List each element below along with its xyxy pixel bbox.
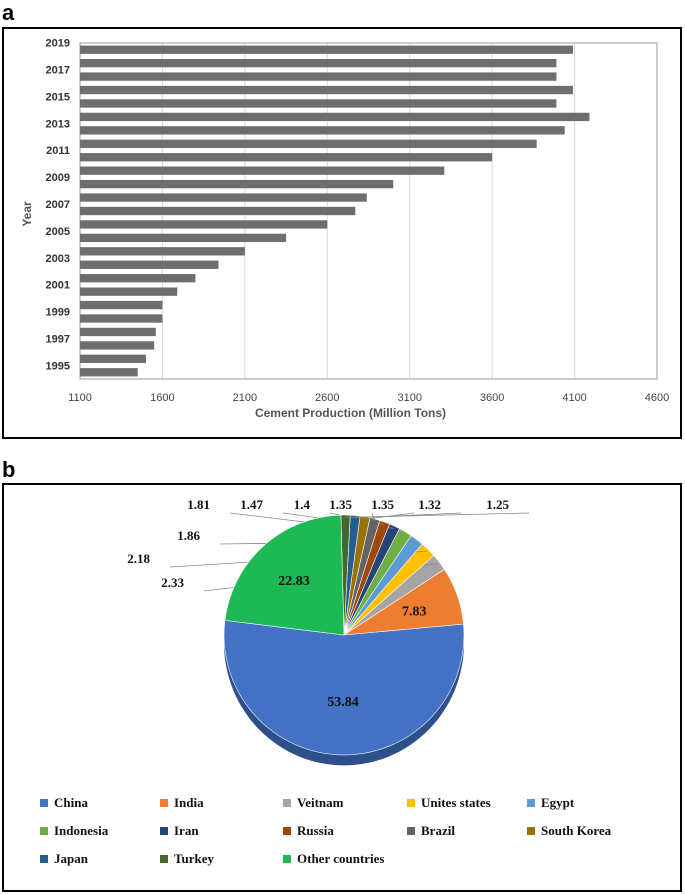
bar-2013: [80, 126, 565, 135]
bar-2017: [80, 72, 557, 81]
bar-2007: [80, 206, 356, 216]
bar-1998: [80, 327, 156, 337]
bar-2006: [80, 220, 328, 229]
bar-2016: [80, 85, 573, 95]
slice-value-label: 7.83: [402, 604, 427, 619]
y-tick-label: 2001: [46, 280, 70, 292]
y-tick-label: 1997: [46, 333, 70, 345]
bar-chart-panel: 1100 1600 2100 2600 3100 3600 4100 4600 2019 2017…: [2, 27, 682, 439]
legend-swatch-turkey: [160, 855, 168, 863]
bar-2002: [80, 274, 196, 283]
pie-slice-other-countries: [224, 514, 345, 636]
legend-label: South Korea: [541, 823, 612, 838]
bar-1999: [80, 314, 163, 323]
bar-2004: [80, 247, 245, 256]
slice-value-label: 1.86: [177, 528, 200, 543]
x-tick-label: 4100: [562, 392, 586, 404]
slice-value-label: 1.47: [240, 497, 263, 512]
slice-value-label: 1.25: [486, 497, 509, 512]
bar-2014: [80, 112, 590, 122]
legend-swatch-veitnam: [283, 799, 291, 807]
legend-swatch-china: [40, 799, 48, 807]
bar-2019: [80, 45, 573, 54]
legend-swatch-indonesia: [40, 827, 48, 835]
panel-b-letter: b: [2, 457, 16, 482]
legend-swatch-japan: [40, 855, 48, 863]
bar-1995: [80, 368, 138, 377]
legend-swatch-unites-states: [407, 799, 415, 807]
legend-swatch-brazil: [407, 827, 415, 835]
slice-value-label: 53.84: [327, 695, 359, 710]
bar-1996: [80, 354, 146, 364]
legend-swatch-south-korea: [527, 827, 535, 835]
y-axis-title: Year: [20, 201, 34, 227]
bar-2010: [80, 166, 445, 175]
bar-2000: [80, 300, 163, 310]
y-tick-label: 2019: [46, 38, 70, 50]
bar-2018: [80, 58, 557, 68]
legend-swatch-iran: [160, 827, 168, 835]
slice-value-label: 1.81: [187, 497, 210, 512]
bar-chart: 1100 1600 2100 2600 3100 3600 4100 4600 2019 2017…: [20, 38, 669, 420]
y-tick-label: 2013: [46, 118, 70, 130]
bar-2008: [80, 193, 367, 202]
pie-slice-china: [223, 620, 465, 756]
x-tick-label: 1600: [150, 392, 174, 404]
legend-label: India: [174, 795, 204, 810]
y-tick-label: 2017: [46, 65, 70, 77]
y-tick-label: 2005: [46, 226, 70, 238]
slice-value-label: 1.4: [294, 497, 311, 512]
legend-label: Brazil: [421, 823, 455, 838]
legend-label: Iran: [174, 823, 199, 838]
x-tick-label: 1100: [68, 392, 92, 404]
bar-2003: [80, 260, 219, 269]
x-tick-label: 3600: [480, 392, 504, 404]
legend-label: China: [54, 795, 88, 810]
y-tick-label: 1995: [46, 360, 70, 372]
y-tick-label: 2007: [46, 199, 70, 211]
slice-value-label: 2.18: [127, 551, 150, 566]
slice-value-label: 2.33: [161, 575, 184, 590]
slice-value-label: 1.32: [418, 497, 441, 512]
x-axis-title: Cement Production (Million Tons): [255, 406, 446, 420]
panel-a-letter: a: [2, 0, 15, 25]
legend-label: Turkey: [174, 851, 214, 866]
pie-chart-panel: 53.84 7.83 2.33 2.18 1.86 1.81 1.47 1.4 1.35 1.35…: [2, 483, 682, 892]
legend-swatch-russia: [283, 827, 291, 835]
legend-swatch-india: [160, 799, 168, 807]
legend-label: Other countries: [297, 851, 385, 866]
callout-leader: [345, 512, 530, 518]
slice-value-label: 22.83: [278, 574, 310, 589]
legend-label: Egypt: [541, 795, 575, 810]
bar-2005: [80, 233, 287, 243]
legend-swatch-egypt: [527, 799, 535, 807]
y-tick-label: 2009: [46, 172, 70, 184]
legend-label: Unites states: [421, 795, 491, 810]
x-tick-label: 2600: [315, 392, 339, 404]
y-tick-label: 2011: [46, 145, 70, 157]
bar-2001: [80, 287, 178, 296]
legend-swatch-other-countries: [283, 855, 291, 863]
bar-2011: [80, 153, 493, 162]
bar-2012: [80, 139, 537, 148]
bar-2015: [80, 99, 557, 108]
y-tick-label: 1999: [46, 307, 70, 319]
x-tick-label: 4600: [645, 392, 669, 404]
slice-value-label: 1.35: [329, 497, 352, 512]
legend-label: Indonesia: [54, 823, 109, 838]
y-tick-label: 2015: [46, 91, 70, 103]
bar-1997: [80, 341, 155, 350]
pie-chart: 53.84 7.83 2.33 2.18 1.86 1.81 1.47 1.4 1.35 1.35…: [40, 497, 612, 866]
legend-label: Russia: [297, 823, 334, 838]
legend-label: Veitnam: [297, 795, 344, 810]
x-tick-label: 3100: [397, 392, 421, 404]
legend-label: Japan: [54, 851, 89, 866]
x-tick-label: 2100: [233, 392, 257, 404]
slice-value-label: 1.35: [371, 497, 394, 512]
bar-2009: [80, 179, 394, 189]
y-tick-label: 2003: [46, 253, 70, 265]
